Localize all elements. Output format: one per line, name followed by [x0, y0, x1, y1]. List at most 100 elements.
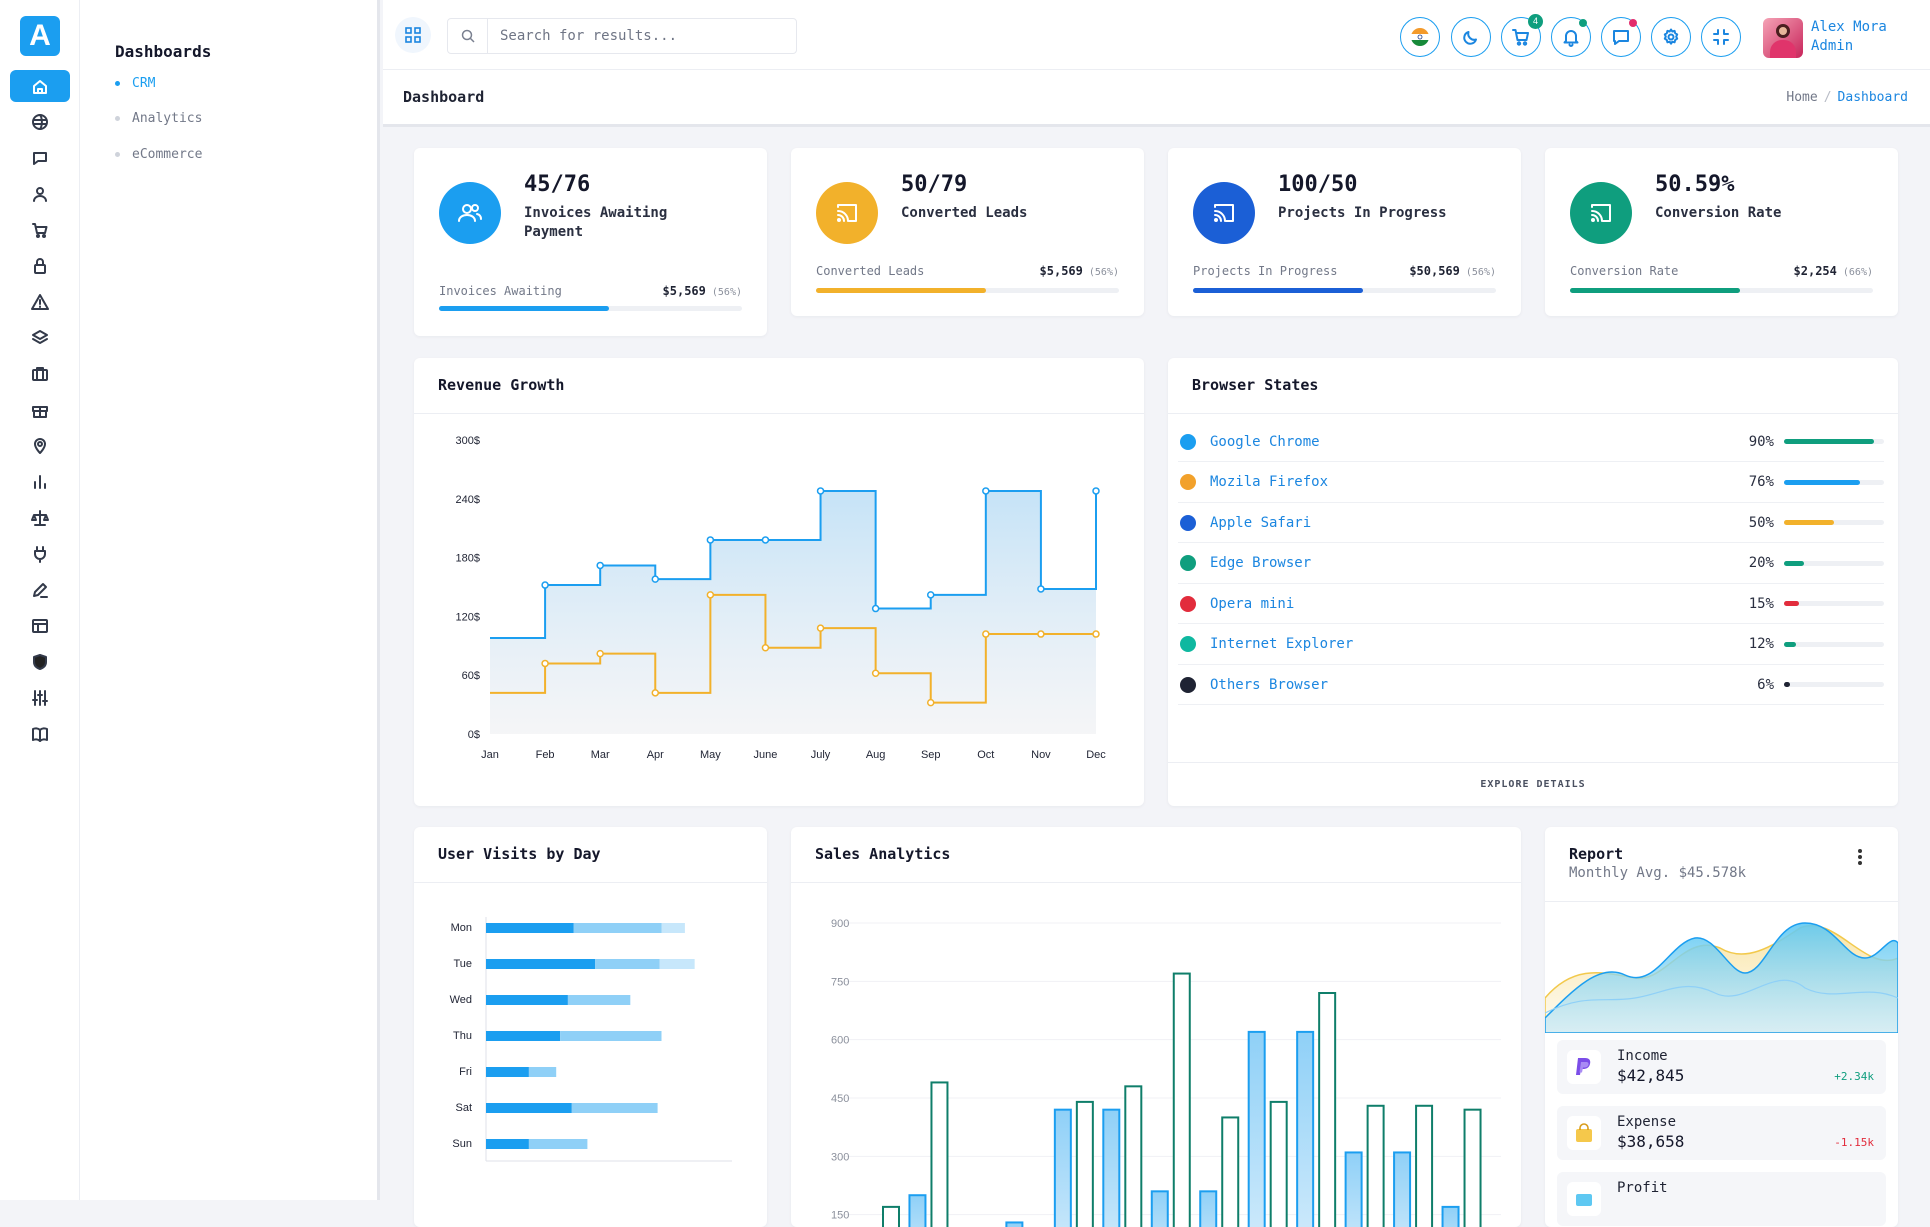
browser-row[interactable]: Mozila Firefox 76%	[1178, 463, 1884, 503]
sidebar-item-ecommerce[interactable]: eCommerce	[115, 147, 202, 162]
bar-series-1[interactable]	[1102, 1108, 1121, 1227]
browser-name[interactable]: Internet Explorer	[1210, 636, 1354, 652]
data-point[interactable]	[816, 624, 825, 632]
search-box[interactable]: Search for results...	[447, 18, 797, 54]
data-point[interactable]	[651, 575, 660, 583]
browser-row[interactable]: Others Browser 6%	[1178, 665, 1884, 705]
browser-name[interactable]: Google Chrome	[1210, 433, 1320, 450]
data-point[interactable]	[761, 644, 770, 652]
data-point[interactable]	[761, 536, 770, 544]
bar-series-1[interactable]	[1199, 1190, 1218, 1227]
bar-series-2[interactable]	[882, 1205, 900, 1227]
bar-series-1[interactable]	[1296, 1030, 1315, 1227]
bar-series-2[interactable]	[1172, 972, 1191, 1227]
browser-name[interactable]: Apple Safari	[1210, 514, 1312, 531]
data-point[interactable]	[1092, 630, 1100, 638]
bar-segment[interactable]	[486, 1139, 529, 1149]
breadcrumb-home[interactable]: Home	[1786, 90, 1818, 105]
browser-name[interactable]: Others Browser	[1210, 676, 1329, 693]
bar-series-2[interactable]	[930, 1081, 949, 1227]
bar-segment[interactable]	[661, 923, 685, 933]
explore-details-button[interactable]: EXPLORE DETAILS	[1168, 762, 1898, 806]
browser-row[interactable]: Internet Explorer 12%	[1178, 625, 1884, 665]
bar-segment[interactable]	[595, 959, 660, 969]
rail-user-button[interactable]	[10, 178, 70, 210]
browser-row[interactable]: Google Chrome 90%	[1178, 422, 1884, 462]
rail-globe-button[interactable]	[10, 106, 70, 138]
search-input[interactable]: Search for results...	[500, 28, 678, 44]
data-point[interactable]	[541, 581, 549, 589]
settings-button[interactable]	[1651, 17, 1691, 57]
bar-series-2[interactable]	[1463, 1108, 1482, 1227]
data-point[interactable]	[982, 630, 990, 638]
data-point[interactable]	[871, 669, 880, 677]
rail-location-button[interactable]	[10, 430, 70, 462]
bar-segment[interactable]	[571, 1103, 658, 1113]
bar-segment[interactable]	[486, 959, 596, 969]
bar-segment[interactable]	[486, 1031, 561, 1041]
bar-series-2[interactable]	[1124, 1085, 1143, 1227]
bar-series-2[interactable]	[1269, 1100, 1288, 1227]
bar-series-2[interactable]	[1221, 1116, 1240, 1227]
browser-row[interactable]: Apple Safari 50%	[1178, 503, 1884, 543]
browser-name[interactable]: Mozila Firefox	[1210, 474, 1329, 490]
rail-plug-button[interactable]	[10, 538, 70, 570]
theme-toggle-button[interactable]	[1451, 17, 1491, 57]
data-point[interactable]	[1092, 487, 1100, 495]
bar-series-2[interactable]	[1415, 1104, 1434, 1227]
language-button[interactable]	[1400, 17, 1440, 57]
browser-name[interactable]: Opera mini	[1210, 595, 1295, 612]
browser-row[interactable]: Opera mini 15%	[1178, 584, 1884, 624]
rail-cart-button[interactable]	[10, 214, 70, 246]
bar-segment[interactable]	[659, 959, 695, 969]
app-logo[interactable]: A	[20, 16, 60, 56]
data-point[interactable]	[596, 561, 604, 570]
rail-shield-button[interactable]	[10, 646, 70, 678]
fullscreen-button[interactable]	[1701, 17, 1741, 57]
bar-series-2[interactable]	[1075, 1100, 1094, 1227]
bar-segment[interactable]	[528, 1067, 557, 1077]
data-point[interactable]	[926, 591, 935, 599]
bar-segment[interactable]	[573, 923, 662, 933]
bar-series-2[interactable]	[1318, 992, 1337, 1227]
data-point[interactable]	[596, 649, 604, 658]
bar-series-1[interactable]	[1053, 1108, 1072, 1227]
data-point[interactable]	[1037, 630, 1045, 638]
data-point[interactable]	[1037, 585, 1045, 593]
rail-table-button[interactable]	[10, 610, 70, 642]
bar-segment[interactable]	[486, 923, 574, 933]
bar-series-1[interactable]	[1393, 1151, 1412, 1227]
user-name[interactable]: Alex Mora	[1811, 19, 1887, 35]
data-point[interactable]	[706, 536, 715, 544]
apps-grid-button[interactable]	[395, 17, 431, 53]
cart-button[interactable]: 4	[1501, 14, 1543, 57]
rail-sliders-button[interactable]	[10, 682, 70, 714]
bar-segment[interactable]	[567, 995, 631, 1005]
data-point[interactable]	[871, 604, 880, 613]
sidebar-item-analytics[interactable]: Analytics	[115, 111, 202, 126]
more-vertical-icon[interactable]	[1858, 849, 1862, 865]
avatar[interactable]	[1763, 18, 1803, 58]
data-point[interactable]	[706, 591, 715, 599]
bar-series-1[interactable]	[1441, 1205, 1460, 1227]
bar-segment[interactable]	[486, 1103, 572, 1113]
bar-segment[interactable]	[528, 1139, 588, 1149]
bar-series-1[interactable]	[1005, 1221, 1024, 1227]
data-point[interactable]	[926, 698, 935, 707]
rail-chat-button[interactable]	[10, 142, 70, 174]
rail-layers-button[interactable]	[10, 322, 70, 354]
messages-button[interactable]	[1601, 17, 1641, 57]
bar-segment[interactable]	[560, 1031, 662, 1041]
bar-segment[interactable]	[486, 995, 568, 1005]
data-point[interactable]	[982, 487, 990, 495]
rail-home-button[interactable]	[10, 70, 70, 102]
bar-series-1[interactable]	[1247, 1030, 1266, 1227]
bar-series-1[interactable]	[1150, 1190, 1169, 1227]
data-point[interactable]	[816, 487, 825, 495]
bar-series-1[interactable]	[1344, 1151, 1363, 1227]
bar-segment[interactable]	[486, 1067, 529, 1077]
sidebar-item-crm[interactable]: CRM	[115, 76, 155, 91]
rail-warning-button[interactable]	[10, 286, 70, 318]
bar-series-2[interactable]	[1366, 1104, 1385, 1227]
browser-row[interactable]: Edge Browser 20%	[1178, 544, 1884, 584]
